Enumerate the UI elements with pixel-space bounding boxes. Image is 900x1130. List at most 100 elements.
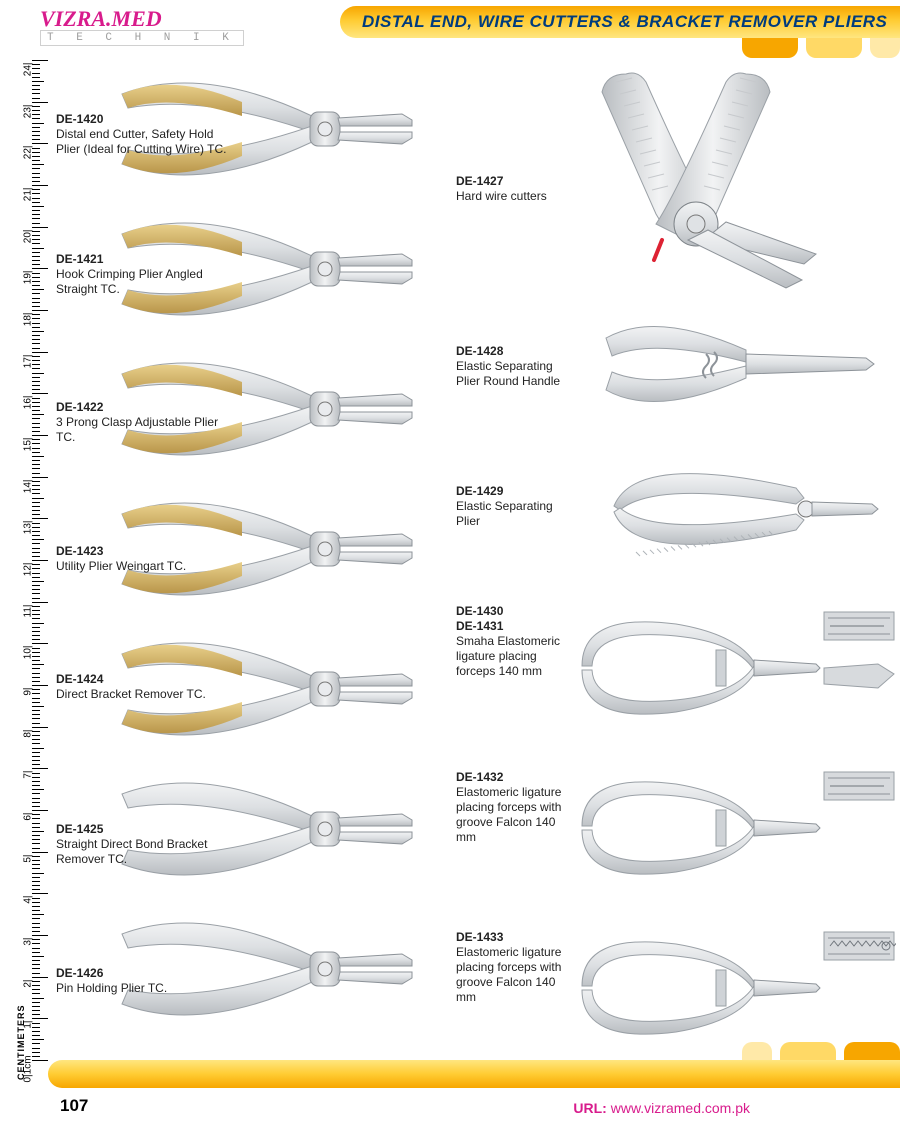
product-caption: DE-1430DE-1431 Smaha Elastomeric ligatur… (456, 604, 576, 679)
wire-cutter-icon (566, 64, 886, 294)
product-desc: 3 Prong Clasp Adjustable Plier TC. (56, 415, 218, 444)
product-item: DE-1422 3 Prong Clasp Adjustable Plier T… (56, 344, 446, 484)
product-caption: DE-1425 Straight Direct Bond Bracket Rem… (56, 822, 236, 867)
ruler-tick-label: 15| (23, 438, 34, 458)
product-caption: DE-1423 Utility Plier Weingart TC. (56, 544, 236, 574)
product-code: DE-1425 (56, 822, 236, 837)
left-column: DE-1420 Distal end Cutter, Safety Hold P… (56, 64, 446, 1060)
product-caption: DE-1432 Elastomeric ligature placing for… (456, 770, 576, 845)
footer-tab (742, 1042, 772, 1060)
forceps-icon (566, 754, 896, 904)
centimeter-ruler: CENTIMETERS 0|1cm1|2|3|4|5|6|7|8|9|10|11… (8, 60, 48, 1070)
product-code: DE-1433 (456, 930, 576, 945)
ruler-tick-label: 1| (23, 1021, 34, 1041)
product-item: DE-1424 Direct Bracket Remover TC. (56, 624, 446, 764)
bow-plier-icon (596, 444, 886, 574)
product-code: DE-1423 (56, 544, 236, 559)
ruler-tick-label: 19| (23, 271, 34, 291)
ruler-tick-label: 5| (23, 854, 34, 874)
ruler-tick-label: 10| (23, 646, 34, 666)
brand-logo: VIZRA.MED T E C H N I K (40, 6, 244, 46)
ruler-tick-label: 20| (23, 229, 34, 249)
page-title: DISTAL END, WIRE CUTTERS & BRACKET REMOV… (362, 12, 887, 32)
header-tabs (742, 38, 900, 58)
ruler-tick-label: 18| (23, 313, 34, 333)
product-caption: DE-1426 Pin Holding Plier TC. (56, 966, 236, 996)
product-item: DE-1420 Distal end Cutter, Safety Hold P… (56, 64, 446, 204)
ruler-tick-label: 21| (23, 188, 34, 208)
product-caption: DE-1429 Elastic Separating Plier (456, 484, 576, 529)
product-code: DE-1426 (56, 966, 236, 981)
ruler-tick-label: 12| (23, 563, 34, 583)
right-column: DE-1427 Hard wire cutters DE-1428 Elasti… (456, 64, 890, 1060)
ruler-tick-label: 7| (23, 771, 34, 791)
url-label: URL: (573, 1100, 606, 1116)
footer-tabs (742, 1042, 900, 1060)
product-caption: DE-1428 Elastic Separating Plier Round H… (456, 344, 576, 389)
product-code: DE-1421 (56, 252, 236, 267)
product-desc: Direct Bracket Remover TC. (56, 687, 206, 701)
ruler-tick-label: 17| (23, 354, 34, 374)
product-image (566, 64, 886, 294)
footer-tab (780, 1042, 836, 1060)
product-desc: Elastomeric ligature placing forceps wit… (456, 945, 561, 1004)
ruler-tick-label: 3| (23, 938, 34, 958)
catalog-page: VIZRA.MED T E C H N I K DISTAL END, WIRE… (0, 0, 900, 1130)
product-desc: Elastic Separating Plier Round Handle (456, 359, 560, 388)
product-caption: DE-1421 Hook Crimping Plier Angled Strai… (56, 252, 236, 297)
page-number: 107 (60, 1096, 88, 1116)
product-code: DE-1432 (456, 770, 576, 785)
product-caption: DE-1424 Direct Bracket Remover TC. (56, 672, 236, 702)
content-area: DE-1420 Distal end Cutter, Safety Hold P… (56, 64, 890, 1060)
header-tab (742, 38, 798, 58)
page-url: URL: www.vizramed.com.pk (573, 1100, 750, 1116)
brand-subline: T E C H N I K (40, 30, 244, 46)
product-item: DE-1430DE-1431 Smaha Elastomeric ligatur… (456, 594, 890, 754)
product-desc: Utility Plier Weingart TC. (56, 559, 186, 573)
ruler-tick-label: 2| (23, 979, 34, 999)
forceps-icon (566, 594, 896, 744)
product-code: DE-1420 (56, 112, 236, 127)
product-item: DE-1432 Elastomeric ligature placing for… (456, 754, 890, 914)
ruler-tick-label: 4| (23, 896, 34, 916)
product-code: DE-1429 (456, 484, 576, 499)
product-desc: Smaha Elastomeric ligature placing force… (456, 634, 560, 678)
footer-tab (844, 1042, 900, 1060)
product-caption: DE-1422 3 Prong Clasp Adjustable Plier T… (56, 400, 236, 445)
ruler-tick-label: 9| (23, 688, 34, 708)
product-desc: Elastic Separating Plier (456, 499, 553, 528)
product-item: DE-1423 Utility Plier Weingart TC. (56, 484, 446, 624)
product-caption: DE-1427 Hard wire cutters (456, 174, 576, 204)
product-image (596, 444, 886, 574)
header-tab (806, 38, 862, 58)
product-desc: Elastomeric ligature placing forceps wit… (456, 785, 561, 844)
product-item: DE-1421 Hook Crimping Plier Angled Strai… (56, 204, 446, 344)
product-item: DE-1425 Straight Direct Bond Bracket Rem… (56, 764, 446, 904)
ruler-tick-label: 22| (23, 146, 34, 166)
product-code: DE-1424 (56, 672, 236, 687)
ruler-tick-label: 23| (23, 104, 34, 124)
url-value: www.vizramed.com.pk (611, 1100, 750, 1116)
product-desc: Straight Direct Bond Bracket Remover TC. (56, 837, 207, 866)
ruler-tick-label: 13| (23, 521, 34, 541)
brand-main: VIZRA (40, 6, 106, 31)
product-item: DE-1427 Hard wire cutters (456, 64, 890, 304)
product-desc: Hard wire cutters (456, 189, 547, 203)
header-tab (870, 38, 900, 58)
product-code: DE-1422 (56, 400, 236, 415)
product-desc: Hook Crimping Plier Angled Straight TC. (56, 267, 203, 296)
product-item: DE-1429 Elastic Separating Plier (456, 444, 890, 594)
product-code: DE-1431 (456, 619, 576, 634)
ruler-tick-label: 8| (23, 729, 34, 749)
product-item: DE-1428 Elastic Separating Plier Round H… (456, 304, 890, 444)
product-desc: Distal end Cutter, Safety Hold Plier (Id… (56, 127, 227, 156)
footer-bar (48, 1060, 900, 1088)
product-image (596, 304, 886, 424)
ruler-tick-label: 0|1cm (23, 1063, 34, 1083)
ruler-tick-label: 24| (23, 63, 34, 83)
product-code: DE-1430 (456, 604, 576, 619)
ruler-tick-label: 16| (23, 396, 34, 416)
product-image (566, 594, 896, 744)
product-code: DE-1427 (456, 174, 576, 189)
spring-plier-icon (596, 304, 886, 424)
